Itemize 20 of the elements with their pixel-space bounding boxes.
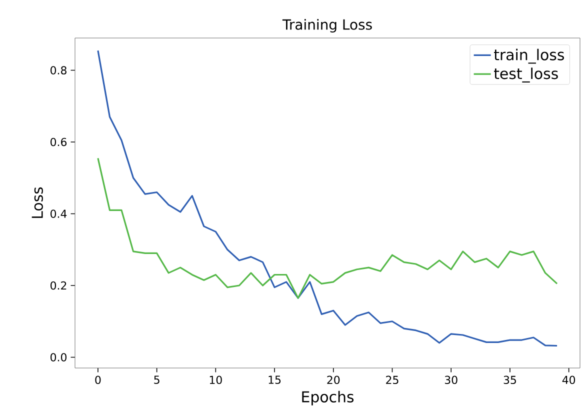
x-tick-label: 35 xyxy=(504,376,516,384)
x-axis-title: Epochs xyxy=(302,390,354,406)
y-tick-label: 0.2 xyxy=(50,281,66,290)
x-tick-label: 40 xyxy=(562,376,576,384)
x-tick-label: 25 xyxy=(386,376,398,384)
y-axis-title: Loss xyxy=(32,187,43,218)
x-tick-label: 30 xyxy=(444,376,458,384)
x-tick-label: 0 xyxy=(95,376,101,384)
y-tick-label: 0.6 xyxy=(50,138,67,146)
chart-title: Training Loss xyxy=(282,19,372,33)
y-tick-label: 0.0 xyxy=(50,353,66,362)
x-tick-label: 15 xyxy=(268,376,281,384)
line-series xyxy=(97,157,558,299)
y-tick-label: 0.8 xyxy=(50,66,66,74)
legend-label: train_loss xyxy=(494,48,564,64)
legend-label: test_loss xyxy=(494,68,558,82)
x-tick-label: 5 xyxy=(154,376,160,384)
x-tick-label: 20 xyxy=(327,376,340,384)
x-tick-label: 10 xyxy=(210,376,222,384)
y-tick-label: 0.4 xyxy=(50,210,67,218)
